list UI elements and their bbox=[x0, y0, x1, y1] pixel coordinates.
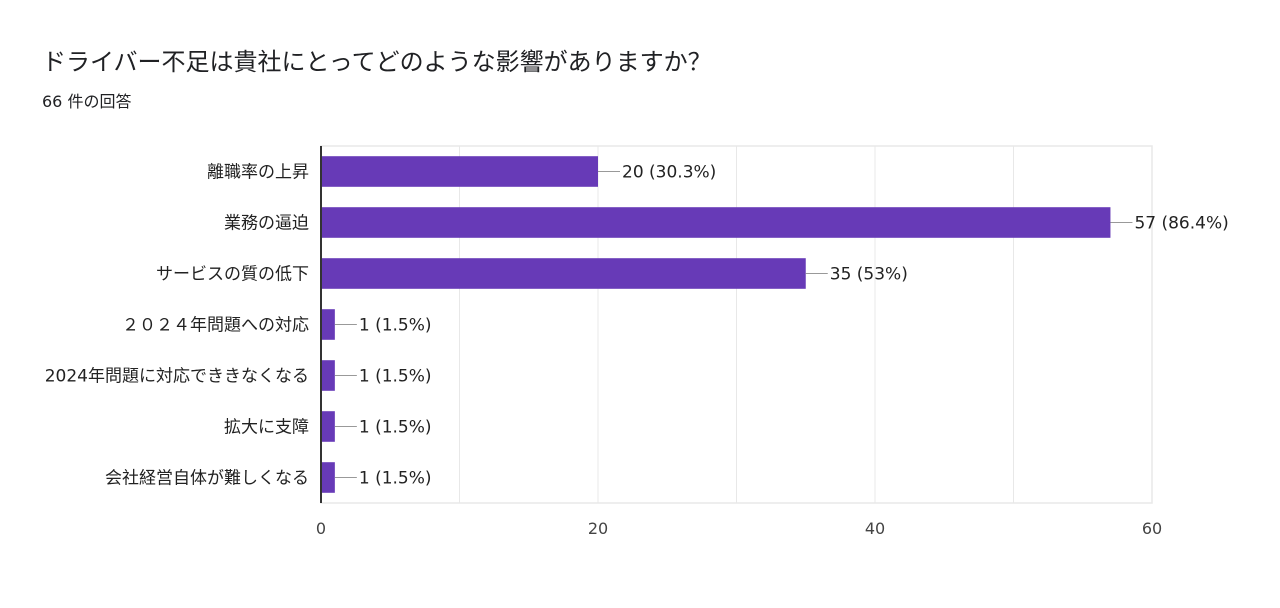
category-label: サービスの質の低下 bbox=[156, 265, 309, 285]
question-title: ドライバー不足は貴社にとってどのような影響がありますか？ bbox=[42, 48, 712, 76]
data-label: 57 (86.4%) bbox=[1134, 214, 1228, 234]
data-label: 35 (53%) bbox=[830, 265, 908, 285]
grid-lines bbox=[320, 145, 1153, 504]
data-label: 1 (1.5%) bbox=[359, 469, 432, 489]
category-label: ２０２４年問題への対応 bbox=[122, 316, 309, 336]
category-label: 離職率の上昇 bbox=[207, 163, 309, 183]
bar bbox=[321, 156, 598, 187]
bar bbox=[321, 462, 335, 493]
category-label: 拡大に支障 bbox=[224, 418, 309, 438]
bar bbox=[321, 258, 806, 289]
category-label: 会社経営自体が難しくなる bbox=[105, 469, 309, 489]
bar bbox=[321, 309, 335, 340]
data-label: 1 (1.5%) bbox=[359, 418, 432, 438]
x-tick-label: 60 bbox=[1142, 519, 1162, 538]
category-label: 業務の逼迫 bbox=[224, 214, 309, 234]
data-label: 1 (1.5%) bbox=[359, 367, 432, 387]
bar bbox=[321, 207, 1111, 238]
x-tick-label: 20 bbox=[588, 519, 608, 538]
labels: 20 (30.3%) 離職率の上昇 57 (86.4%) 業務の逼迫 35 (53%) サ… bbox=[45, 163, 1229, 539]
data-label: 1 (1.5%) bbox=[359, 316, 432, 336]
x-tick-label: 40 bbox=[865, 519, 885, 538]
bar bbox=[321, 411, 335, 442]
response-count: 66 件の回答 bbox=[42, 92, 132, 111]
x-tick-label: 0 bbox=[316, 519, 326, 538]
data-label: 20 (30.3%) bbox=[622, 163, 716, 183]
bar bbox=[321, 360, 335, 391]
bars bbox=[321, 156, 1133, 493]
category-label: 2024年問題に対応でききなくなる bbox=[45, 367, 309, 387]
